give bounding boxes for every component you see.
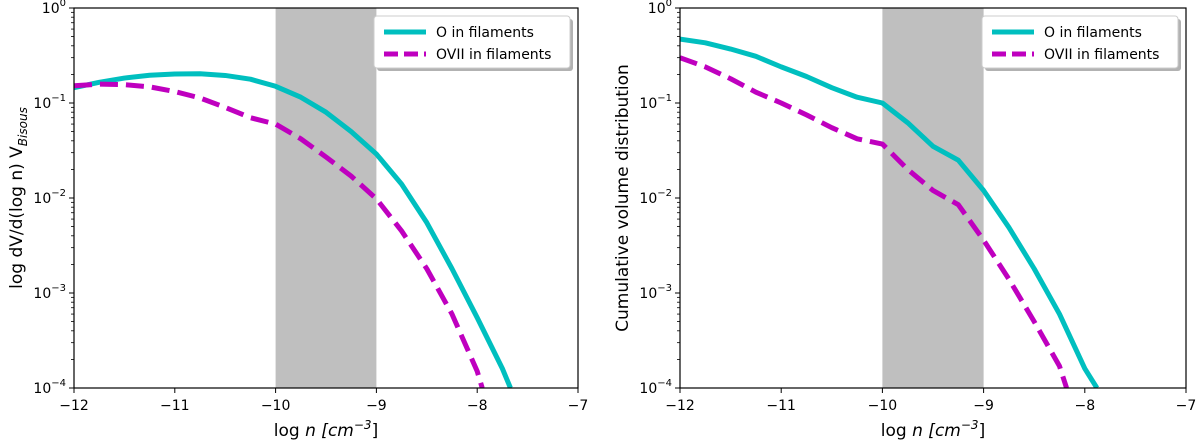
x-tick-label: −12 [665,398,695,414]
series-line-o [680,36,1100,388]
x-tick-label: −9 [366,398,387,414]
y-tick-label: 10−3 [33,283,66,302]
legend-box [373,15,571,69]
series-line-ovii [680,55,1069,388]
legend-label: OVII in filaments [436,47,551,63]
x-axis-label: log n [cm−3] [881,418,985,441]
x-tick-label: −11 [160,398,190,414]
y-tick-label: 10−4 [639,378,672,397]
shaded-region [275,8,377,388]
y-tick-label: 10−1 [639,93,672,112]
y-tick-label: 10−3 [639,283,672,302]
x-tick-label: −7 [1176,398,1197,414]
y-tick-label: 10−2 [639,188,672,207]
x-tick-label: −10 [868,398,898,414]
legend-label: O in filaments [1044,25,1142,41]
series-line-o [74,71,513,388]
series-line-ovii [74,81,485,388]
shaded-region [882,8,984,388]
legend-label: O in filaments [436,25,534,41]
x-tick-label: −8 [467,398,488,414]
chart-panel-1: −12 −11 −10 −9 −8 −7 10−4 10−3 10−2 10−1 100 log n … [7,0,588,441]
legend-box [981,15,1179,69]
y-tick-label: 100 [42,0,66,17]
y-tick-label: 10−1 [33,93,66,112]
legend: O in filaments OVII in filaments [981,15,1181,71]
x-tick-label: −8 [1074,398,1095,414]
y-tick-label: 100 [648,0,672,17]
x-tick-label: −9 [973,398,994,414]
y-axis-label: Cumulative volume distribution [613,64,633,332]
x-tick-label: −11 [766,398,796,414]
y-axis-label: log dV/d(log n) VBisous [7,107,30,289]
chart-panel-2: −12 −11 −10 −9 −8 −7 10−4 10−3 10−2 10−1 100 log n … [613,0,1196,441]
legend-label: OVII in filaments [1044,47,1159,63]
x-tick-label: −7 [568,398,589,414]
y-tick-label: 10−2 [33,188,66,207]
x-axis-label: log n [cm−3] [274,418,378,441]
x-tick-label: −12 [59,398,89,414]
legend: O in filaments OVII in filaments [373,15,573,71]
y-tick-label: 10−4 [33,378,66,397]
x-tick-label: −10 [261,398,291,414]
